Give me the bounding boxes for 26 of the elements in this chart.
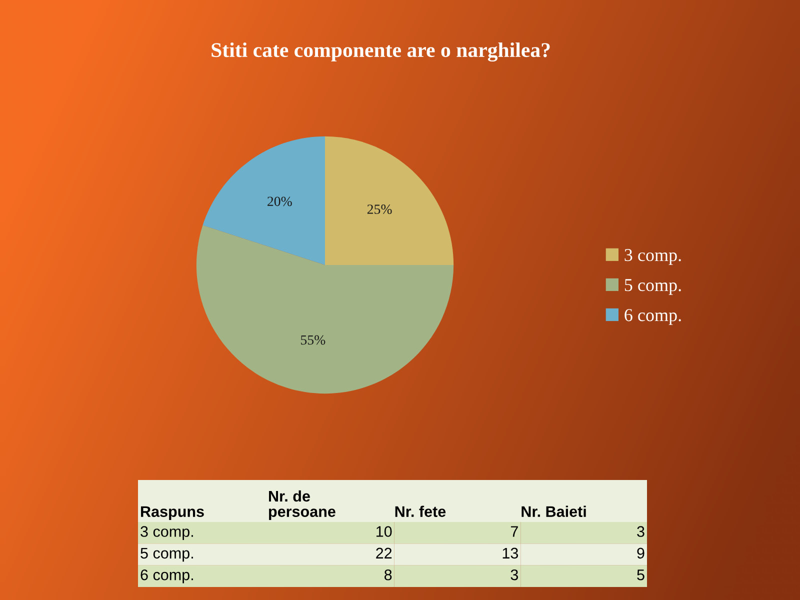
category-label: 6 comp. [140, 569, 193, 584]
data-label: 9 [637, 548, 644, 559]
category-label: 3 comp. [140, 526, 193, 540]
text: Raspuns [141, 506, 204, 520]
pie-slice [325, 136, 454, 265]
legend-label: 6 comp. [624, 309, 681, 325]
legend-label: 5 comp. [624, 279, 681, 295]
data-label: 20% [268, 196, 292, 206]
pie-slice [202, 136, 325, 265]
pie-slice [196, 225, 454, 394]
legend-label: 3 comp. [624, 249, 681, 265]
category-label: 5 comp. [140, 548, 193, 562]
data-label: 25% [367, 204, 392, 214]
series-label: Nr. Baieti [522, 506, 586, 517]
series-label: Nr. fete [395, 506, 446, 517]
data-label: 3 [510, 569, 518, 580]
data-label: 22 [376, 548, 392, 558]
series-label: Nr. de persoane [269, 490, 336, 520]
chart-title: Stiti cate componente are o narghilea? [212, 42, 550, 62]
data-label: 10 [376, 526, 392, 537]
data-label: 13 [502, 548, 518, 559]
data-label: 8 [384, 569, 392, 580]
data-label: 3 [637, 526, 644, 537]
data-label: 7 [510, 526, 518, 537]
data-label: 5 [637, 570, 644, 580]
data-label: 55% [301, 335, 326, 345]
